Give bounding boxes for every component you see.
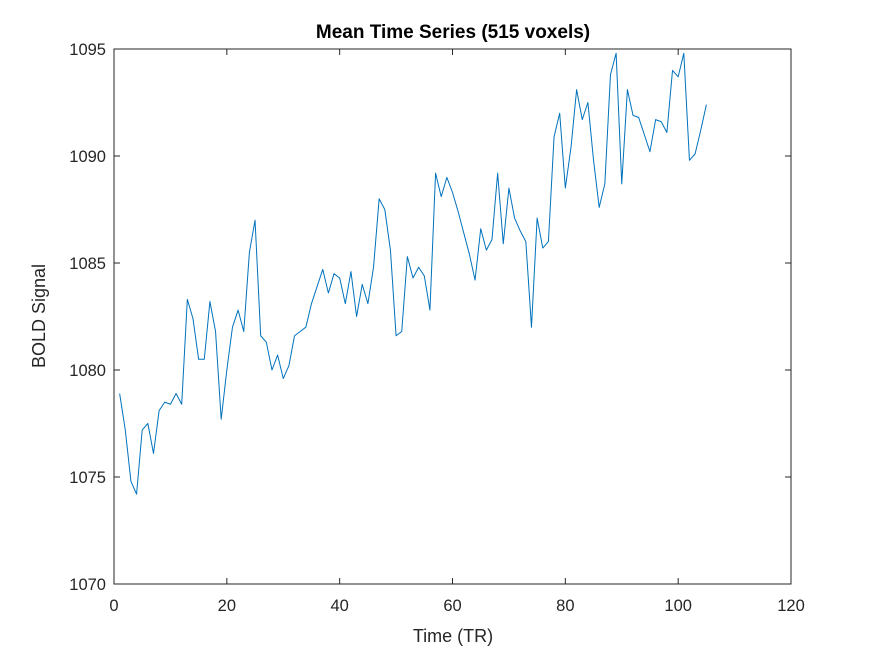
plot-area — [113, 48, 792, 585]
x-tick-label: 120 — [777, 597, 805, 615]
y-tick-label: 1085 — [69, 255, 106, 273]
x-tick-label: 80 — [556, 597, 574, 615]
chart-title: Mean Time Series (515 voxels) — [316, 22, 590, 43]
x-tick-label: 100 — [664, 597, 692, 615]
x-tick-label: 20 — [218, 597, 236, 615]
y-axis: 1070 1075 1080 1085 1090 1095 — [69, 41, 791, 594]
y-tick-label: 1090 — [69, 148, 106, 166]
x-axis: 0 20 40 60 80 100 120 — [109, 49, 805, 615]
x-tick-label: 0 — [109, 597, 118, 615]
y-tick-label: 1095 — [69, 41, 106, 59]
y-tick-label: 1075 — [69, 469, 106, 487]
plot-frame — [113, 48, 792, 585]
y-tick-label: 1070 — [69, 576, 106, 594]
y-axis-label: BOLD Signal — [29, 264, 49, 368]
x-tick-label: 60 — [443, 597, 461, 615]
x-tick-label: 40 — [330, 597, 348, 615]
series-line — [119, 52, 707, 495]
x-axis-label: Time (TR) — [413, 626, 493, 646]
y-tick-label: 1080 — [69, 362, 106, 380]
